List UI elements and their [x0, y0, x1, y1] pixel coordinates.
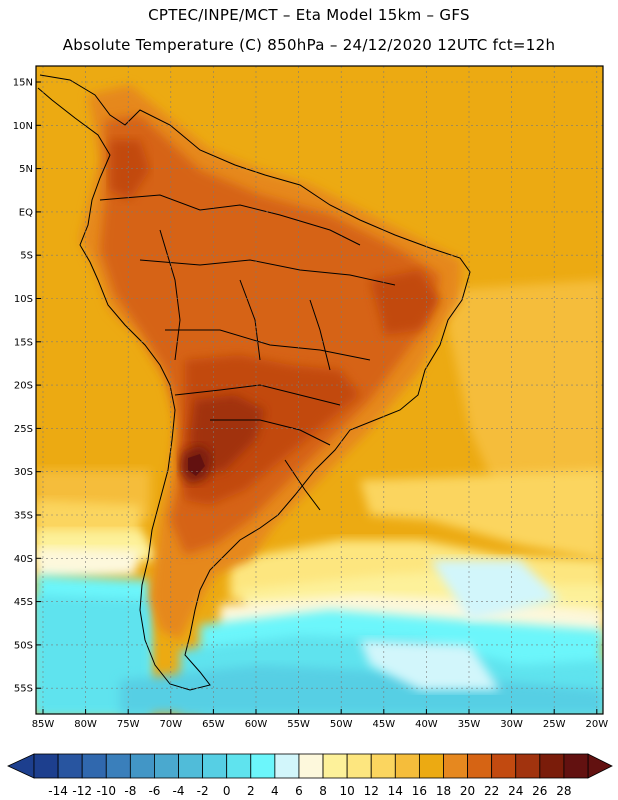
lon-label: 85W [32, 719, 55, 730]
colorbar-label: 18 [436, 784, 451, 798]
colorbar-label: 16 [412, 784, 427, 798]
colorbar-swatch [81, 753, 107, 779]
colorbar-swatch [129, 753, 155, 779]
field-6-8-patch [360, 640, 500, 690]
lon-label: 75W [117, 719, 140, 730]
colorbar-label: -14 [48, 784, 68, 798]
colorbar-swatch [322, 753, 348, 779]
lon-label: 50W [330, 719, 353, 730]
lat-label: 15N [13, 78, 33, 89]
field-24-26-north [110, 140, 150, 200]
lat-label: 55S [14, 684, 33, 695]
lat-label: 50S [14, 640, 33, 651]
longitude-labels: 85W 80W 75W 70W 65W 60W 55W 50W 45W 40W 35W 30W 25W 2… [32, 709, 608, 730]
colorbar-swatch [57, 753, 83, 779]
colorbar-swatch [154, 753, 179, 779]
field-6-8-atlantic [430, 560, 560, 620]
colorbar-swatch [105, 753, 131, 779]
colorbar-label: 20 [460, 784, 475, 798]
colorbar-label: 6 [295, 784, 303, 798]
colorbar-swatch [491, 753, 517, 779]
lat-label: 10S [14, 294, 33, 305]
lon-label: 55W [287, 719, 310, 730]
graticule [36, 66, 603, 714]
colorbar-swatch [274, 753, 300, 779]
lat-label: 10N [13, 121, 33, 132]
lat-label: 35S [14, 511, 33, 522]
lon-label: 80W [74, 719, 97, 730]
colorbar-label: 12 [364, 784, 379, 798]
colorbar-label: 8 [319, 784, 327, 798]
colorbar-swatch [563, 753, 589, 779]
lat-label: 20S [14, 381, 33, 392]
lat-label: 40S [14, 554, 33, 565]
colorbar-label: 28 [556, 784, 571, 798]
colorbar-min-arrow [7, 753, 35, 779]
latitude-labels: 15N 10N 5N EQ 5S 10S 15S 20S 25S 30S 35S 40S 45S 50S 5… [13, 78, 41, 695]
lat-label: 45S [14, 597, 33, 608]
colorbar-label: -2 [197, 784, 209, 798]
colorbar-label: -10 [96, 784, 116, 798]
colorbar-swatch [202, 753, 228, 779]
colorbar-swatch [394, 753, 420, 779]
colorbar-swatch [298, 753, 324, 779]
colorbar-label: -4 [173, 784, 185, 798]
colorbar-swatch [178, 753, 204, 779]
colorbar-swatch [346, 753, 372, 779]
colorbar-swatch [515, 753, 541, 779]
lon-label: 35W [458, 719, 481, 730]
lon-label: 45W [372, 719, 395, 730]
lat-label: 5N [19, 164, 33, 175]
colorbar-label: 0 [223, 784, 231, 798]
colorbar-swatch [418, 753, 444, 779]
lat-label: 25S [14, 424, 33, 435]
colorbar-swatch [250, 753, 276, 779]
field-8-10-pacific [36, 548, 140, 580]
colorbar-swatch [467, 753, 493, 779]
lon-label: 70W [159, 719, 182, 730]
colorbar-label: 14 [388, 784, 403, 798]
colorbar-label: -8 [124, 784, 136, 798]
lat-label: 15S [14, 337, 33, 348]
colorbar-label: 2 [247, 784, 255, 798]
field-24-26-ne [370, 270, 440, 335]
colorbar-max-arrow [587, 753, 613, 779]
colorbar-swatch [443, 753, 468, 779]
lat-label: 30S [14, 467, 33, 478]
colorbar-swatch [539, 753, 565, 779]
colorbar-swatch [33, 753, 59, 779]
lon-label: 65W [202, 719, 225, 730]
lon-label: 20W [585, 719, 608, 730]
colorbar-swatch [370, 753, 396, 779]
map-title-line1: CPTEC/INPE/MCT – Eta Model 15km – GFS [148, 6, 470, 24]
colorbar: -14 -12 -10 -8 -6 -4 -2 0 2 4 6 8 10 12 14 16 18 20 22 24 26… [7, 753, 613, 798]
colorbar-swatch [226, 753, 252, 779]
map-frame [35, 65, 604, 715]
lon-label: 40W [415, 719, 438, 730]
colorbar-label: 24 [508, 784, 523, 798]
lat-label: EQ [19, 207, 33, 218]
colorbar-label: 10 [339, 784, 354, 798]
lon-label: 60W [245, 719, 268, 730]
colorbar-label: -12 [72, 784, 92, 798]
colorbar-label: 4 [271, 784, 279, 798]
field-0-2-south [120, 665, 603, 714]
colorbar-label: -6 [148, 784, 160, 798]
map-title-line2: Absolute Temperature (C) 850hPa – 24/12/… [62, 36, 556, 54]
lat-label: 5S [20, 251, 33, 262]
colorbar-label: 26 [532, 784, 547, 798]
field-max [188, 454, 205, 476]
lon-label: 25W [543, 719, 566, 730]
lon-label: 30W [500, 719, 523, 730]
colorbar-label: 22 [484, 784, 499, 798]
field-16-18-east [440, 280, 603, 520]
temperature-field [36, 66, 603, 714]
